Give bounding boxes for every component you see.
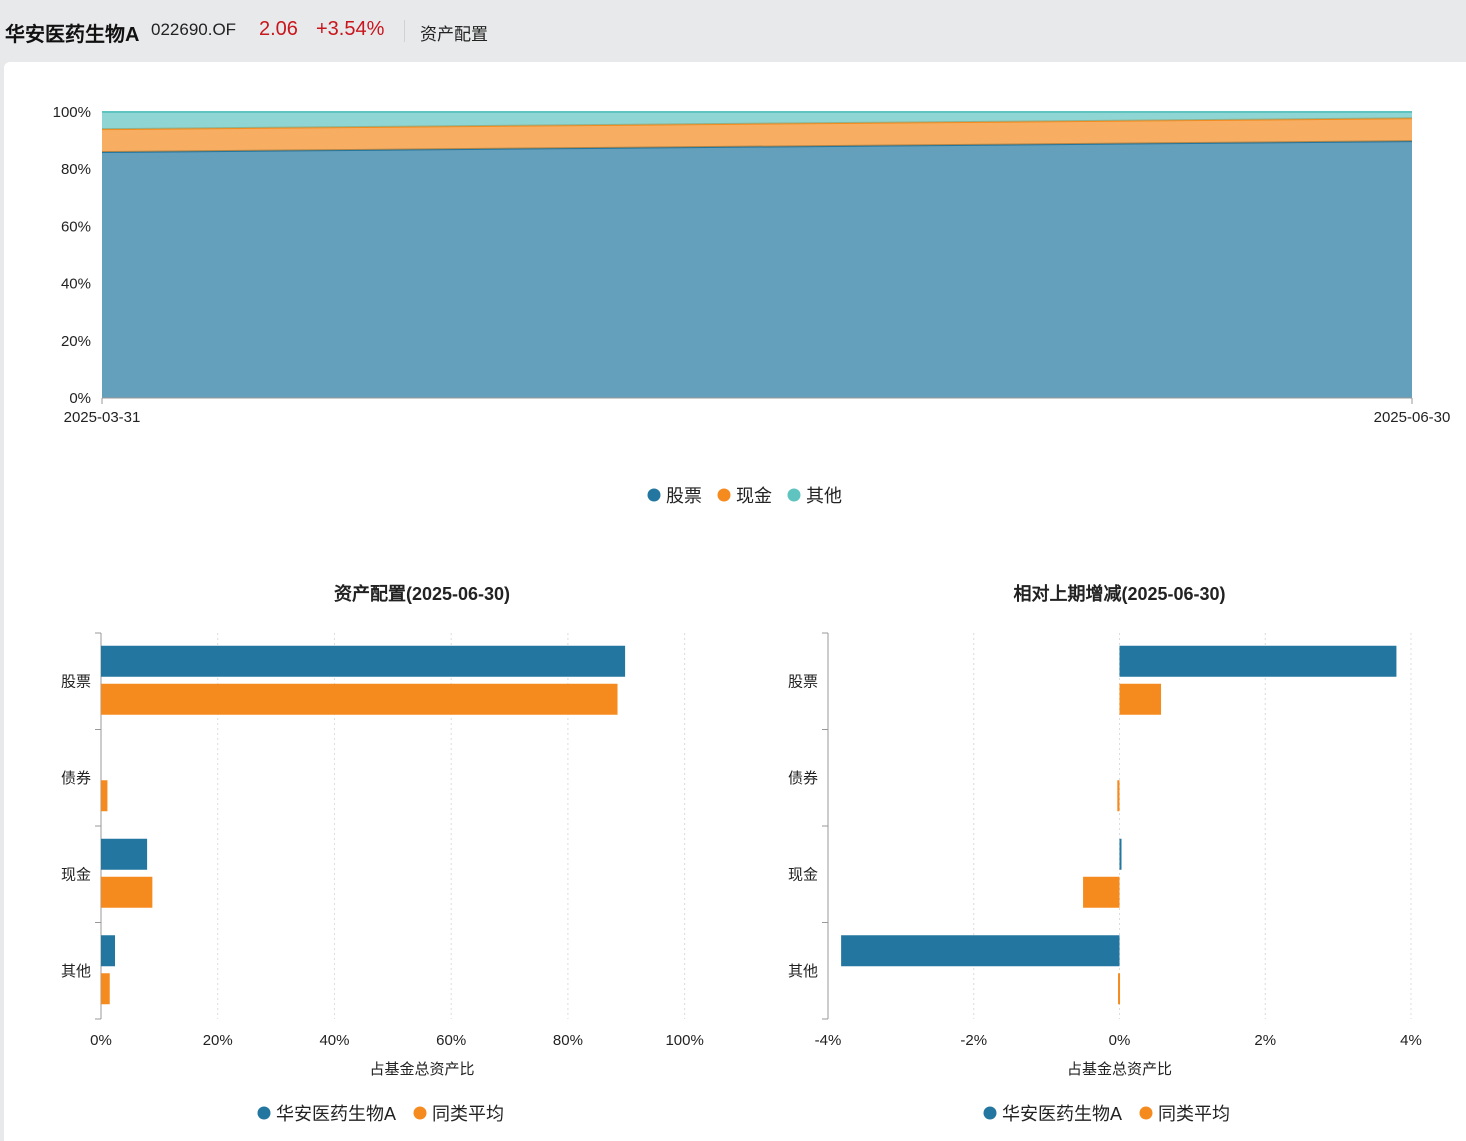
legend-label-其他: 其他 bbox=[806, 486, 842, 506]
allocation-bar-chart: 资产配置(2025-06-30) 0% 20% 40% 60% 80% 100% 占基金总资产… bbox=[61, 583, 704, 1124]
category-label-现金: 现金 bbox=[61, 866, 91, 883]
category-label-债券: 债券 bbox=[61, 770, 91, 787]
y-tick-label: 0% bbox=[69, 390, 91, 407]
category-label-股票: 股票 bbox=[788, 673, 818, 690]
x-tick-label: 100% bbox=[665, 1032, 703, 1049]
header-bar: 华安医药生物A 022690.OF 2.06 +3.54% 资产配置 bbox=[0, 0, 1466, 62]
x-tick-label: -4% bbox=[815, 1032, 842, 1049]
legend-label-同类平均: 同类平均 bbox=[432, 1104, 504, 1124]
legend-label-华安医药生物A: 华安医药生物A bbox=[276, 1104, 396, 1124]
bar-同类平均-其他 bbox=[101, 973, 110, 1005]
x-tick-label: 20% bbox=[203, 1032, 233, 1049]
allocation-area-chart: 0% 20% 40% 60% 80% 100% 2025-03-31 2025-06-30 股票… bbox=[53, 104, 1451, 506]
fund-price: 2.06 bbox=[259, 18, 298, 40]
change-bar-chart: 相对上期增减(2025-06-30) -4% -2% 0% 2% 4% 占基金总资产比 股票债… bbox=[788, 583, 1422, 1124]
bar-同类平均-股票 bbox=[101, 683, 618, 715]
x-tick-label: 40% bbox=[319, 1032, 349, 1049]
x-tick-label: 0% bbox=[90, 1032, 112, 1049]
y-tick-label: 20% bbox=[61, 333, 91, 350]
x-axis-title: 占基金总资产比 bbox=[1067, 1061, 1172, 1078]
legend-label-现金: 现金 bbox=[736, 486, 772, 506]
section-title[interactable]: 资产配置 bbox=[420, 25, 488, 44]
bar-华安医药生物A-股票 bbox=[101, 645, 626, 677]
bar-同类平均-股票 bbox=[1119, 683, 1162, 715]
y-tick-label: 40% bbox=[61, 276, 91, 293]
legend-label-股票: 股票 bbox=[666, 486, 702, 506]
bar-华安医药生物A-其他 bbox=[841, 935, 1120, 967]
x-tick-label: 2% bbox=[1254, 1032, 1276, 1049]
bar-同类平均-现金 bbox=[101, 876, 153, 908]
y-tick-label: 100% bbox=[53, 104, 91, 121]
bar-同类平均-债券 bbox=[101, 780, 108, 812]
x-axis-title: 占基金总资产比 bbox=[369, 1061, 474, 1078]
fund-name: 华安医药生物A bbox=[5, 24, 140, 46]
legend-marker-股票 bbox=[647, 488, 661, 502]
category-label-其他: 其他 bbox=[61, 963, 91, 980]
bar-华安医药生物A-现金 bbox=[101, 838, 148, 870]
chart-title: 资产配置(2025-06-30) bbox=[334, 583, 510, 604]
x-tick-label: 80% bbox=[553, 1032, 583, 1049]
x-tick-label: 2025-06-30 bbox=[1374, 409, 1451, 426]
y-tick-label: 60% bbox=[61, 218, 91, 235]
area-其他 bbox=[102, 112, 1412, 130]
bar-华安医药生物A-现金 bbox=[1119, 838, 1122, 870]
bar-同类平均-现金 bbox=[1083, 876, 1120, 908]
legend-marker-同类平均 bbox=[413, 1106, 427, 1120]
bar-华安医药生物A-其他 bbox=[101, 935, 116, 967]
x-tick-label: -2% bbox=[960, 1032, 987, 1049]
header-divider bbox=[404, 20, 405, 42]
x-tick-label: 4% bbox=[1400, 1032, 1422, 1049]
x-tick-label: 60% bbox=[436, 1032, 466, 1049]
bar-同类平均-其他 bbox=[1118, 973, 1121, 1005]
legend-marker-华安医药生物A bbox=[983, 1106, 997, 1120]
bar-华安医药生物A-股票 bbox=[1119, 645, 1397, 677]
x-tick-label: 2025-03-31 bbox=[64, 409, 141, 426]
legend-label-同类平均: 同类平均 bbox=[1158, 1104, 1230, 1124]
x-tick-label: 0% bbox=[1109, 1032, 1131, 1049]
legend-marker-现金 bbox=[717, 488, 731, 502]
category-label-其他: 其他 bbox=[788, 963, 818, 980]
chart-title: 相对上期增减(2025-06-30) bbox=[1013, 583, 1225, 604]
legend-marker-华安医药生物A bbox=[257, 1106, 271, 1120]
fund-change: +3.54% bbox=[316, 18, 385, 40]
legend-marker-其他 bbox=[787, 488, 801, 502]
legend-marker-同类平均 bbox=[1139, 1106, 1153, 1120]
bar-同类平均-债券 bbox=[1117, 780, 1120, 812]
fund-code: 022690.OF bbox=[151, 20, 237, 39]
y-tick-label: 80% bbox=[61, 161, 91, 178]
category-label-债券: 债券 bbox=[788, 770, 818, 787]
area-股票 bbox=[102, 141, 1412, 398]
category-label-现金: 现金 bbox=[788, 866, 818, 883]
legend-label-华安医药生物A: 华安医药生物A bbox=[1002, 1104, 1122, 1124]
category-label-股票: 股票 bbox=[61, 673, 91, 690]
